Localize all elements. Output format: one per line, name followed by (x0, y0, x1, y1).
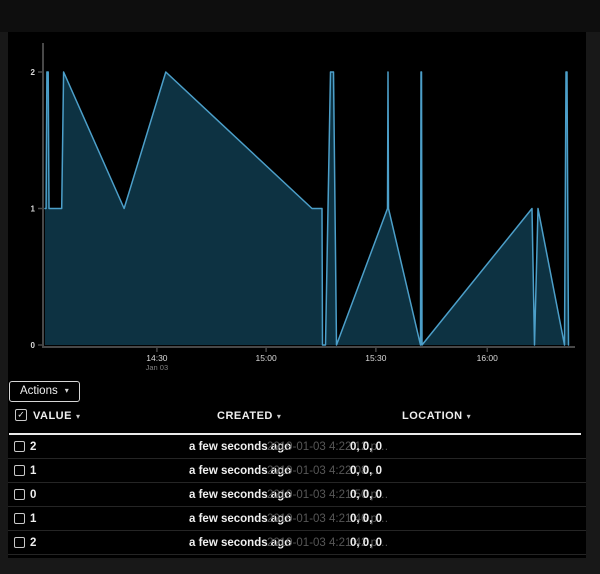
y-tick-label: 2 (31, 68, 36, 77)
column-header-location[interactable]: LOCATION▾ (402, 410, 471, 422)
table-row: 0a few seconds ago2019-01-03 4:21:50 p…0… (8, 483, 586, 507)
chart-area: 0 1 2 14:30Jan 03 15:00 15:30 16:00 (8, 32, 586, 376)
timeseries-chart: 0 1 2 14:30Jan 03 15:00 15:30 16:00 (8, 32, 586, 376)
location-cell: 0, 0, 0 (350, 531, 382, 554)
value-cell: 1 (30, 507, 36, 530)
column-header-created[interactable]: CREATED▾ (217, 410, 281, 422)
chevron-down-icon: ▾ (65, 387, 69, 395)
y-tick-label: 0 (31, 341, 36, 350)
sort-caret-icon: ▾ (277, 412, 282, 421)
check-icon: ✓ (17, 410, 25, 419)
x-tick-label: 16:00 (477, 353, 499, 363)
select-all-checkbox[interactable]: ✓ (15, 409, 27, 421)
value-cell: 0 (30, 483, 36, 506)
table-header: ✓ VALUE▾ CREATED▾ LOCATION▾ (8, 406, 586, 432)
table-row: 1a few seconds ago2019-01-03 4:22:08 …0,… (8, 459, 586, 483)
table-row: 1a few seconds ago2019-01-03 4:21:46 p…0… (8, 507, 586, 531)
table-rows: 2a few seconds ago2019-01-03 4:22:12 p…0… (8, 435, 586, 555)
x-tick-label: 15:30 (365, 353, 387, 363)
row-checkbox[interactable] (14, 441, 25, 452)
x-tick-label: 15:00 (255, 353, 277, 363)
value-cell: 2 (30, 531, 36, 554)
value-cell: 2 (30, 435, 36, 458)
x-tick-sublabel: Jan 03 (146, 363, 169, 372)
top-strip (0, 0, 600, 32)
table-row: 2a few seconds ago2019-01-03 4:21:42 p…0… (8, 531, 586, 555)
content-panel: 01214:30Jan 0315:0015:3016:00 Actions ▾ … (8, 32, 586, 558)
row-checkbox[interactable] (14, 465, 25, 476)
y-tick-label: 1 (31, 205, 36, 214)
sort-caret-icon: ▾ (76, 412, 81, 421)
table-row: 2a few seconds ago2019-01-03 4:22:12 p…0… (8, 435, 586, 459)
row-checkbox[interactable] (14, 489, 25, 500)
row-checkbox[interactable] (14, 537, 25, 548)
location-cell: 0, 0, 0 (350, 507, 382, 530)
column-header-value[interactable]: VALUE▾ (33, 410, 80, 422)
app-window: 01214:30Jan 0315:0015:3016:00 Actions ▾ … (0, 0, 600, 574)
actions-button[interactable]: Actions ▾ (9, 381, 80, 402)
row-checkbox[interactable] (14, 513, 25, 524)
sort-caret-icon: ▾ (467, 412, 472, 421)
location-cell: 0, 0, 0 (350, 483, 382, 506)
location-cell: 0, 0, 0 (350, 435, 382, 458)
actions-button-label: Actions (20, 385, 58, 397)
x-tick-label: 14:30 (146, 353, 168, 363)
value-cell: 1 (30, 459, 36, 482)
location-cell: 0, 0, 0 (350, 459, 382, 482)
